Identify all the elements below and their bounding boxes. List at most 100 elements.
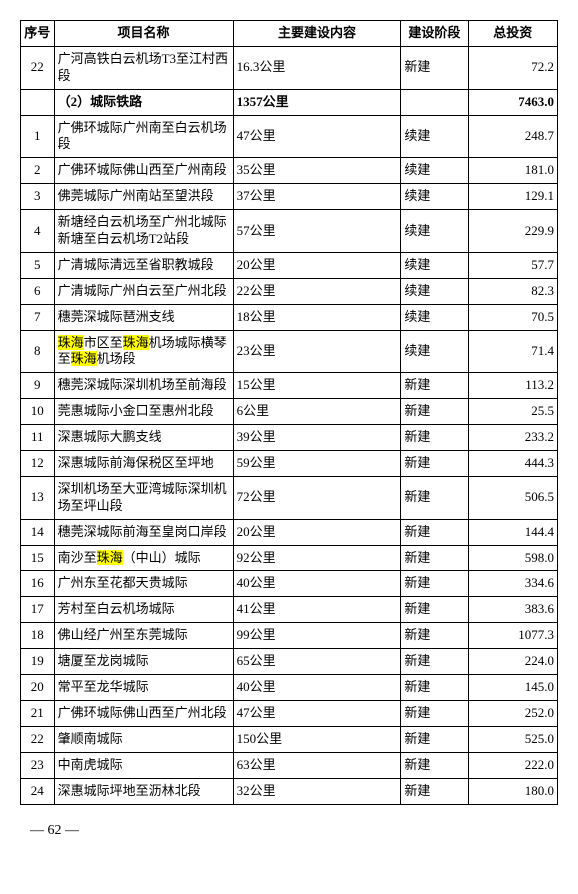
cell-name: 塘厦至龙岗城际 bbox=[54, 649, 233, 675]
table-row: 14穗莞深城际前海至皇岗口岸段20公里新建144.4 bbox=[21, 519, 558, 545]
cell-seq: 8 bbox=[21, 330, 55, 373]
cell-stage: 续建 bbox=[401, 304, 468, 330]
highlight-text: 珠海 bbox=[71, 351, 97, 366]
cell-invest: 7463.0 bbox=[468, 89, 558, 115]
cell-content: 92公里 bbox=[233, 545, 401, 571]
cell-seq: 19 bbox=[21, 649, 55, 675]
cell-seq: 15 bbox=[21, 545, 55, 571]
cell-invest: 25.5 bbox=[468, 399, 558, 425]
cell-content: 47公里 bbox=[233, 700, 401, 726]
cell-content: 16.3公里 bbox=[233, 46, 401, 89]
cell-name: 穗莞深城际琶洲支线 bbox=[54, 304, 233, 330]
cell-stage bbox=[401, 89, 468, 115]
cell-invest: 82.3 bbox=[468, 278, 558, 304]
cell-name: 深圳机场至大亚湾城际深圳机场至坪山段 bbox=[54, 476, 233, 519]
table-row: 16广州东至花都天贵城际40公里新建334.6 bbox=[21, 571, 558, 597]
cell-seq: 3 bbox=[21, 184, 55, 210]
cell-content: 1357公里 bbox=[233, 89, 401, 115]
table-row: 7穗莞深城际琶洲支线18公里续建70.5 bbox=[21, 304, 558, 330]
cell-stage: 新建 bbox=[401, 597, 468, 623]
cell-invest: 129.1 bbox=[468, 184, 558, 210]
cell-seq: 17 bbox=[21, 597, 55, 623]
cell-name: 肇顺南城际 bbox=[54, 726, 233, 752]
cell-seq: 10 bbox=[21, 399, 55, 425]
cell-content: 32公里 bbox=[233, 778, 401, 804]
cell-stage: 新建 bbox=[401, 623, 468, 649]
page-number: — 62 — bbox=[20, 823, 558, 839]
cell-name: 深惠城际大鹏支线 bbox=[54, 425, 233, 451]
header-content: 主要建设内容 bbox=[233, 21, 401, 47]
cell-name: 佛山经广州至东莞城际 bbox=[54, 623, 233, 649]
highlight-text: 珠海 bbox=[58, 335, 84, 350]
cell-content: 65公里 bbox=[233, 649, 401, 675]
cell-content: 20公里 bbox=[233, 519, 401, 545]
cell-stage: 新建 bbox=[401, 778, 468, 804]
cell-name: 新塘经白云机场至广州北城际新塘至白云机场T2站段 bbox=[54, 210, 233, 253]
table-row: 10莞惠城际小金口至惠州北段6公里新建25.5 bbox=[21, 399, 558, 425]
cell-name: 广佛环城际佛山西至广州北段 bbox=[54, 700, 233, 726]
table-row: 20常平至龙华城际40公里新建145.0 bbox=[21, 675, 558, 701]
cell-invest: 222.0 bbox=[468, 752, 558, 778]
cell-stage: 续建 bbox=[401, 278, 468, 304]
cell-name: 穗莞深城际深圳机场至前海段 bbox=[54, 373, 233, 399]
cell-content: 35公里 bbox=[233, 158, 401, 184]
header-seq: 序号 bbox=[21, 21, 55, 47]
cell-invest: 57.7 bbox=[468, 252, 558, 278]
cell-content: 41公里 bbox=[233, 597, 401, 623]
cell-invest: 334.6 bbox=[468, 571, 558, 597]
cell-content: 57公里 bbox=[233, 210, 401, 253]
cell-seq: 6 bbox=[21, 278, 55, 304]
cell-content: 6公里 bbox=[233, 399, 401, 425]
table-row: 18佛山经广州至东莞城际99公里新建1077.3 bbox=[21, 623, 558, 649]
cell-stage: 续建 bbox=[401, 184, 468, 210]
highlight-text: 珠海 bbox=[97, 550, 123, 565]
cell-seq: 2 bbox=[21, 158, 55, 184]
cell-name: 深惠城际坪地至沥林北段 bbox=[54, 778, 233, 804]
cell-content: 40公里 bbox=[233, 571, 401, 597]
cell-seq: 12 bbox=[21, 451, 55, 477]
cell-stage: 新建 bbox=[401, 399, 468, 425]
table-row: 23中南虎城际63公里新建222.0 bbox=[21, 752, 558, 778]
cell-content: 22公里 bbox=[233, 278, 401, 304]
table-row: 21广佛环城际佛山西至广州北段47公里新建252.0 bbox=[21, 700, 558, 726]
cell-stage: 新建 bbox=[401, 373, 468, 399]
cell-name: 广清城际广州白云至广州北段 bbox=[54, 278, 233, 304]
cell-content: 150公里 bbox=[233, 726, 401, 752]
cell-name: 广州东至花都天贵城际 bbox=[54, 571, 233, 597]
table-row: 3佛莞城际广州南站至望洪段37公里续建129.1 bbox=[21, 184, 558, 210]
table-row: 12深惠城际前海保税区至坪地59公里新建444.3 bbox=[21, 451, 558, 477]
table-row: 6广清城际广州白云至广州北段22公里续建82.3 bbox=[21, 278, 558, 304]
cell-stage: 新建 bbox=[401, 726, 468, 752]
cell-name: 中南虎城际 bbox=[54, 752, 233, 778]
table-row: 24深惠城际坪地至沥林北段32公里新建180.0 bbox=[21, 778, 558, 804]
cell-seq: 13 bbox=[21, 476, 55, 519]
cell-name: 常平至龙华城际 bbox=[54, 675, 233, 701]
cell-content: 72公里 bbox=[233, 476, 401, 519]
table-header-row: 序号 项目名称 主要建设内容 建设阶段 总投资 bbox=[21, 21, 558, 47]
cell-seq: 22 bbox=[21, 726, 55, 752]
cell-name: 深惠城际前海保税区至坪地 bbox=[54, 451, 233, 477]
cell-seq: 23 bbox=[21, 752, 55, 778]
cell-stage: 续建 bbox=[401, 158, 468, 184]
header-invest: 总投资 bbox=[468, 21, 558, 47]
cell-invest: 224.0 bbox=[468, 649, 558, 675]
cell-seq: 14 bbox=[21, 519, 55, 545]
table-row: 2广佛环城际佛山西至广州南段35公里续建181.0 bbox=[21, 158, 558, 184]
cell-seq: 21 bbox=[21, 700, 55, 726]
project-table: 序号 项目名称 主要建设内容 建设阶段 总投资 22广河高铁白云机场T3至江村西… bbox=[20, 20, 558, 805]
cell-stage: 新建 bbox=[401, 675, 468, 701]
cell-invest: 113.2 bbox=[468, 373, 558, 399]
cell-content: 63公里 bbox=[233, 752, 401, 778]
cell-invest: 525.0 bbox=[468, 726, 558, 752]
cell-invest: 598.0 bbox=[468, 545, 558, 571]
cell-invest: 145.0 bbox=[468, 675, 558, 701]
cell-content: 23公里 bbox=[233, 330, 401, 373]
cell-content: 20公里 bbox=[233, 252, 401, 278]
cell-name: 佛莞城际广州南站至望洪段 bbox=[54, 184, 233, 210]
cell-seq: 24 bbox=[21, 778, 55, 804]
cell-stage: 新建 bbox=[401, 545, 468, 571]
cell-stage: 新建 bbox=[401, 519, 468, 545]
table-row: 8珠海市区至珠海机场城际横琴至珠海机场段23公里续建71.4 bbox=[21, 330, 558, 373]
table-row: 1广佛环城际广州南至白云机场段47公里续建248.7 bbox=[21, 115, 558, 158]
cell-invest: 180.0 bbox=[468, 778, 558, 804]
